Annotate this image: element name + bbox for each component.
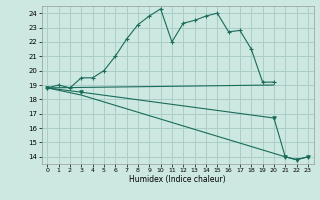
X-axis label: Humidex (Indice chaleur): Humidex (Indice chaleur) [129, 175, 226, 184]
